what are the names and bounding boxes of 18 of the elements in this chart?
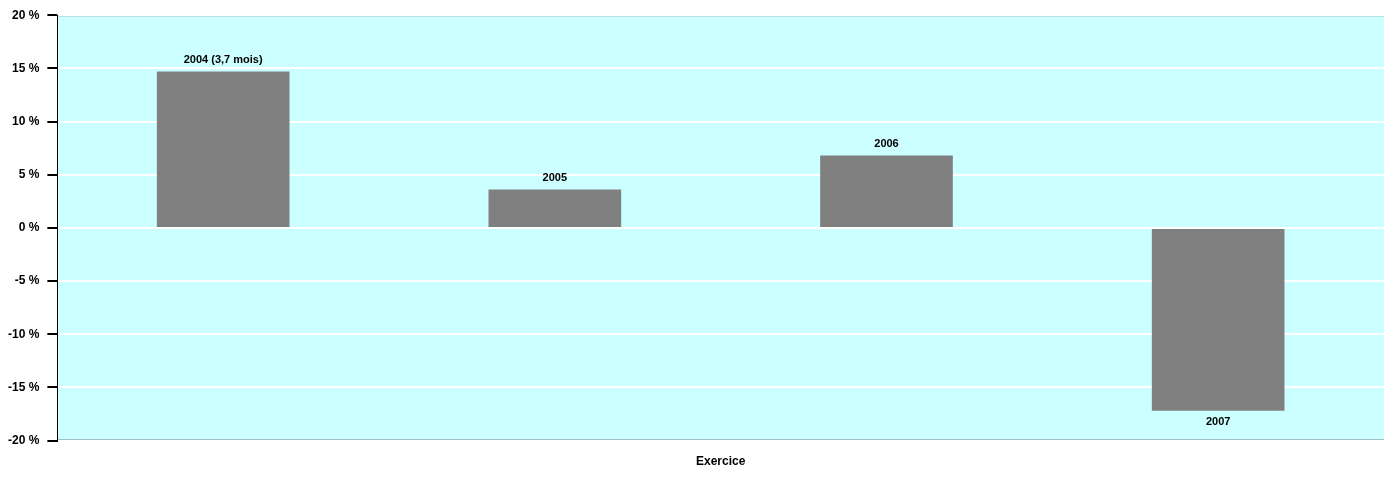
y-tick-label: -15 % bbox=[7, 379, 40, 394]
x-tick-label: 2004 (3,7 mois) bbox=[183, 53, 263, 66]
y-tick-label: 20 % bbox=[11, 7, 40, 22]
y-tick-label: 10 % bbox=[11, 113, 40, 128]
bar bbox=[156, 71, 290, 227]
x-tick-label: 2005 bbox=[542, 171, 568, 184]
x-tick-label: 2006 bbox=[874, 137, 899, 150]
y-tick-label: 5 % bbox=[18, 167, 40, 182]
y-tick-label: 0 % bbox=[18, 220, 40, 235]
y-tick-label: -20 % bbox=[7, 432, 40, 447]
bar bbox=[1151, 228, 1285, 411]
bar bbox=[488, 189, 622, 227]
bar bbox=[820, 155, 953, 227]
y-tick-label: 15 % bbox=[11, 60, 40, 75]
x-tick-label: 2007 bbox=[1205, 415, 1231, 428]
y-tick-label: -5 % bbox=[14, 273, 40, 288]
x-axis-title: Exercice bbox=[695, 454, 746, 469]
y-tick-label: -10 % bbox=[7, 326, 40, 341]
